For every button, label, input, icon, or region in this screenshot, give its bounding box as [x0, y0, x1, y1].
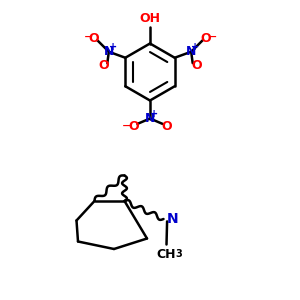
- Text: N: N: [186, 45, 196, 58]
- Text: +: +: [109, 42, 117, 52]
- Text: −: −: [208, 32, 217, 41]
- Text: O: O: [88, 32, 99, 45]
- Text: O: O: [201, 32, 211, 45]
- Text: 3: 3: [176, 249, 182, 259]
- Text: N: N: [103, 45, 114, 58]
- Text: −: −: [122, 120, 131, 130]
- Text: O: O: [98, 59, 109, 72]
- Text: +: +: [150, 109, 158, 119]
- Text: N: N: [167, 212, 179, 226]
- Text: N: N: [145, 112, 155, 125]
- Text: +: +: [191, 42, 199, 52]
- Text: −: −: [84, 32, 93, 41]
- Text: O: O: [128, 120, 139, 133]
- Text: O: O: [191, 59, 202, 72]
- Text: OH: OH: [140, 12, 160, 25]
- Text: O: O: [161, 120, 172, 133]
- Text: CH: CH: [157, 248, 176, 260]
